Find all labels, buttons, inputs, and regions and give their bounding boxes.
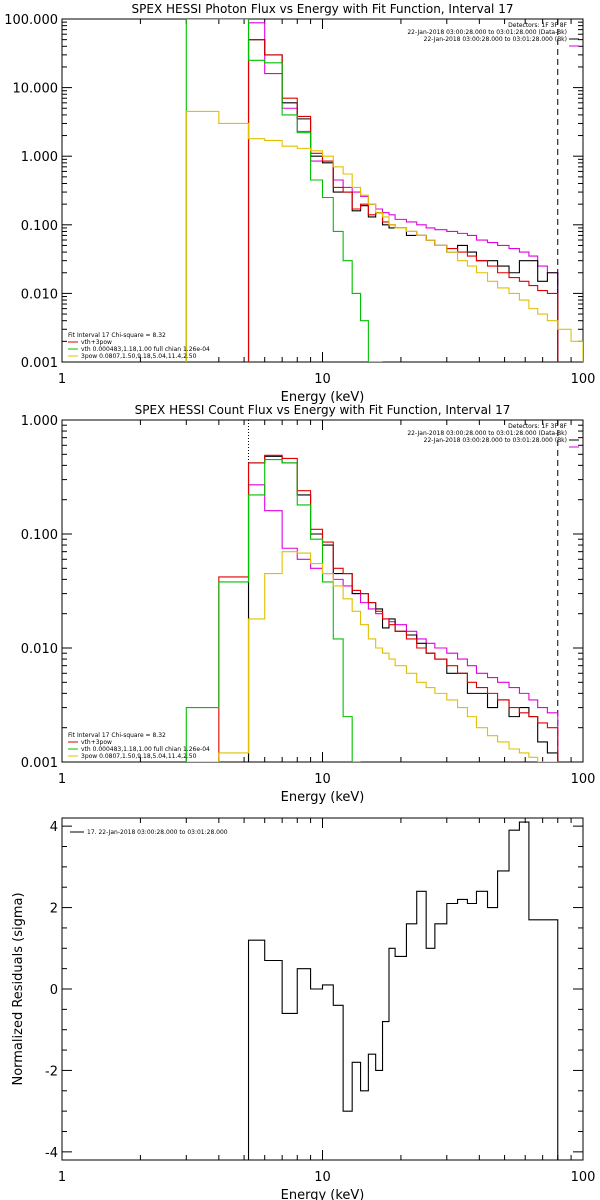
- legend-entry: vth 0.000483,1.18,1.00 full chian 1.26e-…: [81, 346, 210, 353]
- x-tick-label: 10: [314, 772, 331, 787]
- y-tick-label: 0.001: [21, 756, 58, 771]
- legend-entry: vth+3pow: [81, 339, 112, 346]
- x-tick-label: 100: [571, 772, 596, 787]
- plot-area: [247, 821, 559, 1160]
- series-line: [185, 19, 383, 362]
- y-tick-label: 100.000: [4, 13, 58, 28]
- y-tick-label: 1.000: [21, 150, 58, 165]
- chart-title: SPEX HESSI Count Flux vs Energy with Fit…: [135, 403, 511, 417]
- legend-entry: 3pow 0.0807,1.50,9.18,5.04,11.4,2.50: [81, 353, 197, 360]
- photon-flux-panel: SPEX HESSI Photon Flux vs Energy with Fi…: [4, 2, 595, 405]
- info-line: 22-Jan-2018 03:00:28.000 to 03:01:28.000…: [424, 437, 567, 444]
- legend-entry: 3pow 0.0807,1.50,9.18,5.04,11.4,2.50: [81, 753, 197, 760]
- y-tick-label: 10.000: [13, 82, 59, 97]
- series-line: [185, 110, 583, 362]
- y-tick-label: -2: [45, 1064, 58, 1079]
- x-axis-label: Energy (keV): [281, 790, 365, 805]
- info-line: Detectors: 1F 3F 8F: [508, 22, 567, 29]
- info-line: 22-Jan-2018 03:00:28.000 to 03:01:28.000…: [407, 29, 567, 36]
- x-tick-label: 10: [314, 1170, 331, 1185]
- plot-area: [185, 420, 559, 762]
- x-tick-label: 10: [314, 372, 331, 387]
- y-tick-label: 0.010: [21, 287, 58, 302]
- y-axis-label: Normalized Residuals (sigma): [11, 892, 26, 1085]
- legend-entry: vth+3pow: [81, 739, 112, 746]
- x-axis-label: Energy (keV): [281, 1188, 365, 1200]
- x-tick-label: 100: [571, 1170, 596, 1185]
- chart-title: SPEX HESSI Photon Flux vs Energy with Fi…: [132, 2, 514, 16]
- y-tick-label: 0: [50, 983, 58, 998]
- legend-entry: vth 0.000483,1.18,1.00 full chian 1.26e-…: [81, 746, 210, 753]
- legend-entry: 17. 22-Jan-2018 03:00:28.000 to 03:01:28…: [87, 829, 228, 836]
- y-tick-label: 0.100: [21, 528, 58, 543]
- legend-entry: Fit Interval 17 Chi-square = 8.32: [68, 732, 166, 739]
- y-tick-label: -4: [45, 1146, 58, 1161]
- x-tick-label: 1: [58, 372, 66, 387]
- series-line: [247, 821, 559, 1160]
- info-line: 22-Jan-2018 03:00:28.000 to 03:01:28.000…: [407, 430, 567, 437]
- x-tick-label: 1: [58, 1170, 66, 1185]
- info-line: 22-Jan-2018 03:00:28.000 to 03:01:28.000…: [424, 36, 567, 43]
- x-axis-label: Energy (keV): [281, 390, 365, 405]
- y-tick-label: 1.000: [21, 414, 58, 429]
- y-tick-label: 4: [50, 820, 58, 835]
- y-tick-label: 0.100: [21, 219, 58, 234]
- x-tick-label: 1: [58, 772, 66, 787]
- series-line: [185, 458, 361, 762]
- info-line: Detectors: 1F 3F 8F: [508, 423, 567, 430]
- y-tick-label: 0.010: [21, 642, 58, 657]
- x-tick-label: 100: [571, 372, 596, 387]
- legend-entry: Fit Interval 17 Chi-square = 8.32: [68, 332, 166, 339]
- plot-area: [185, 19, 583, 362]
- y-tick-label: 0.001: [21, 356, 58, 371]
- y-tick-label: 2: [50, 902, 58, 917]
- series-line: [186, 551, 558, 762]
- count-flux-panel: SPEX HESSI Count Flux vs Energy with Fit…: [21, 403, 596, 805]
- residuals-panel: 1 10 100 Energy (keV) -4 -2 0 2 4 Normalized Resi…: [11, 817, 596, 1200]
